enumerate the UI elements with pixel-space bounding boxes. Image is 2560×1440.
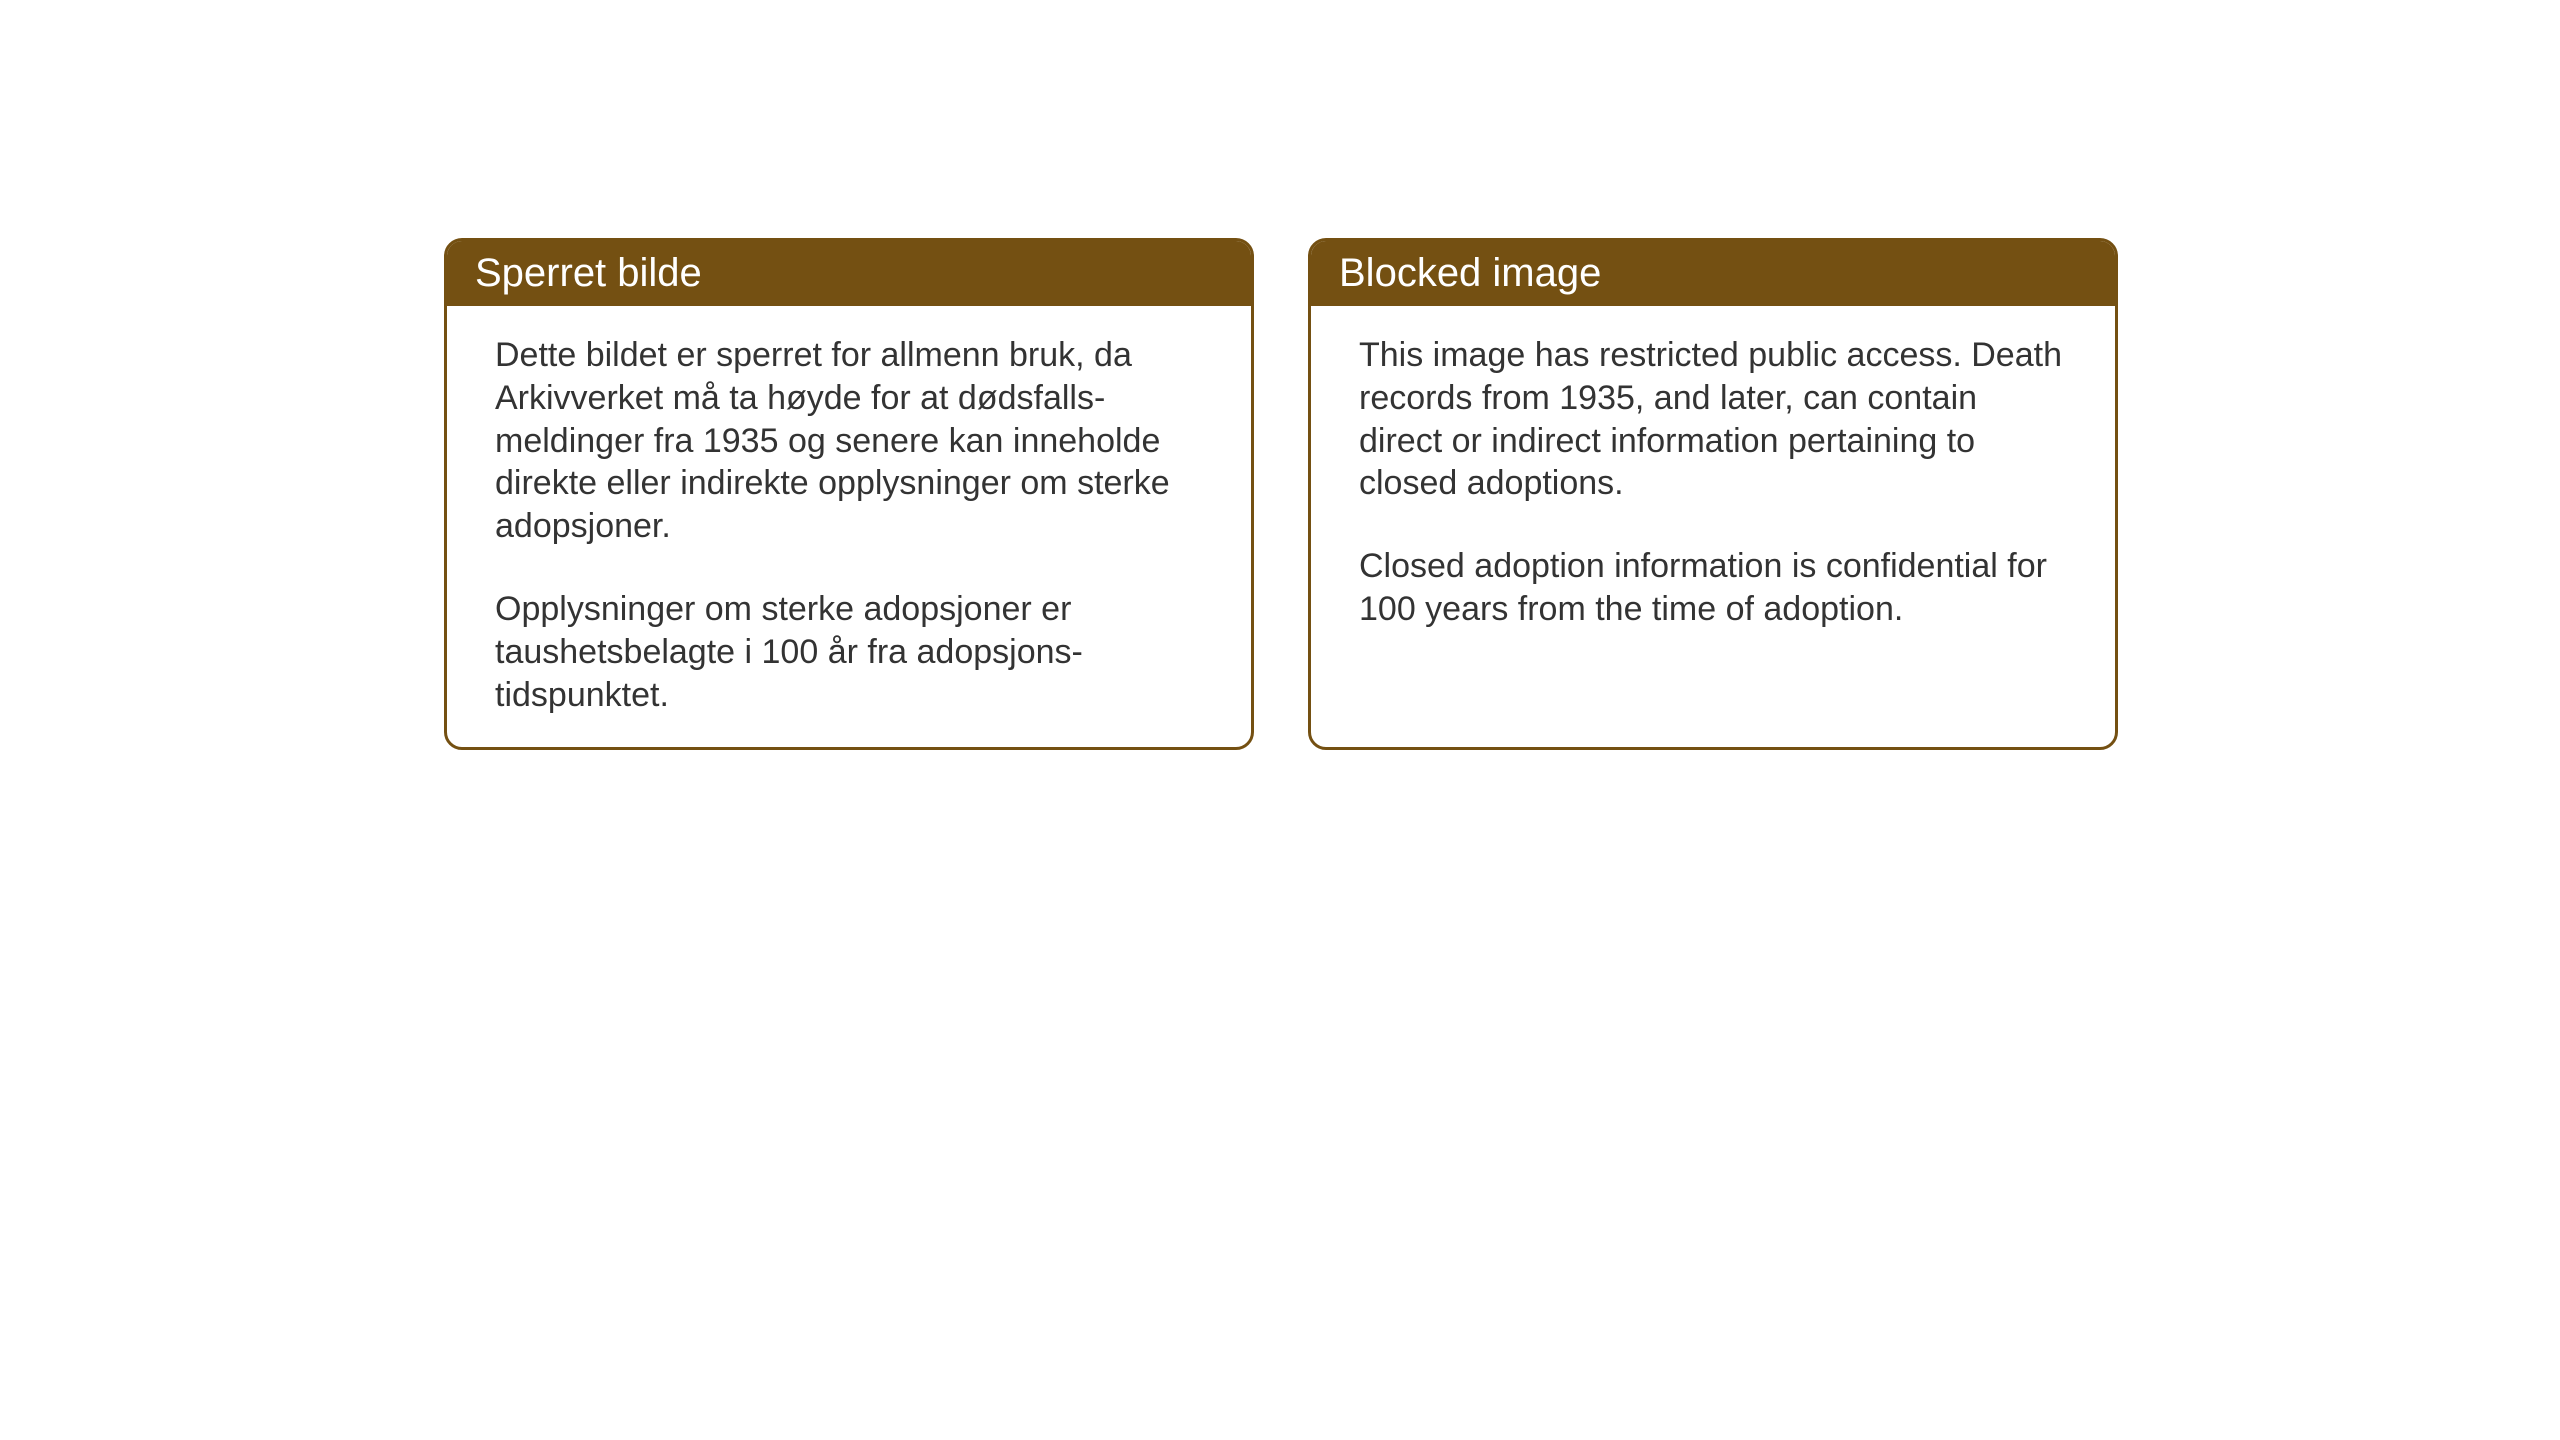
english-card-title: Blocked image: [1339, 251, 1601, 295]
norwegian-card-title: Sperret bilde: [475, 251, 702, 295]
norwegian-notice-card: Sperret bilde Dette bildet er sperret fo…: [444, 238, 1254, 750]
english-card-body: This image has restricted public access.…: [1311, 306, 2115, 659]
notice-cards-container: Sperret bilde Dette bildet er sperret fo…: [444, 238, 2118, 750]
english-notice-card: Blocked image This image has restricted …: [1308, 238, 2118, 750]
norwegian-paragraph-1: Dette bildet er sperret for allmenn bruk…: [495, 334, 1203, 548]
norwegian-paragraph-2: Opplysninger om sterke adopsjoner er tau…: [495, 588, 1203, 716]
english-paragraph-2: Closed adoption information is confident…: [1359, 545, 2067, 631]
english-paragraph-1: This image has restricted public access.…: [1359, 334, 2067, 505]
english-card-header: Blocked image: [1311, 241, 2115, 306]
norwegian-card-header: Sperret bilde: [447, 241, 1251, 306]
norwegian-card-body: Dette bildet er sperret for allmenn bruk…: [447, 306, 1251, 745]
